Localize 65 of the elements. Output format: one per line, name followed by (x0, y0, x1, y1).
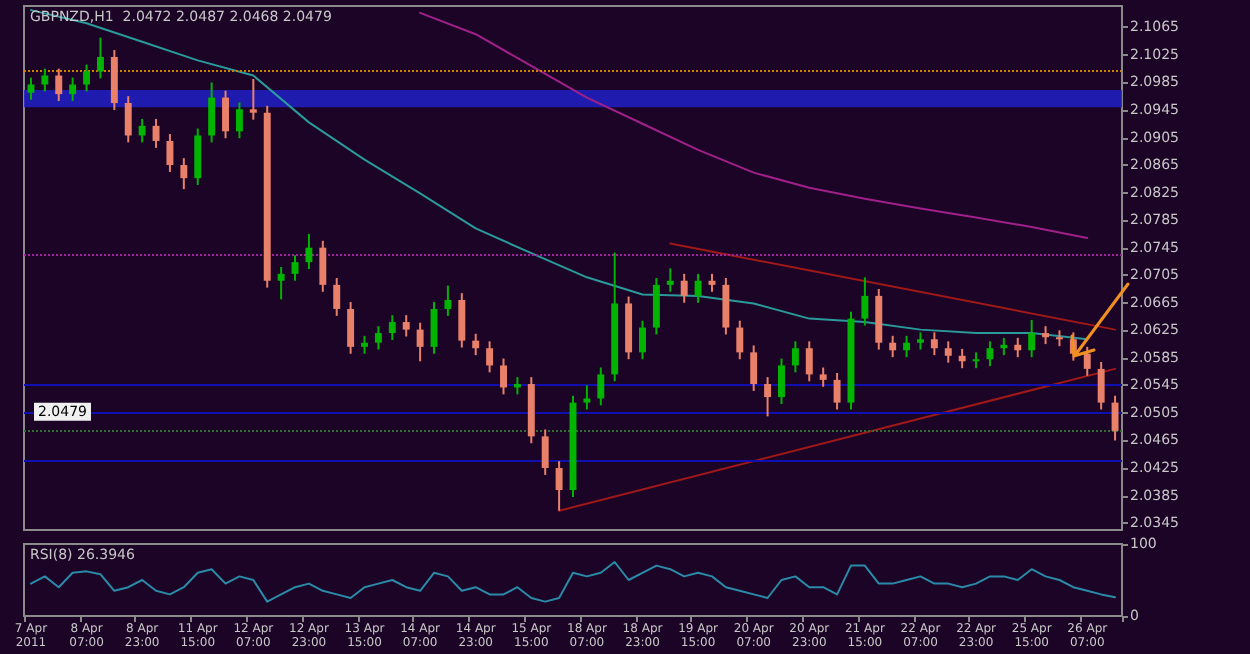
candlestick (291, 254, 299, 282)
candlestick (861, 276, 869, 327)
candlestick (138, 117, 146, 144)
candlestick (347, 301, 355, 355)
candlestick (889, 334, 897, 359)
candlestick (41, 67, 49, 93)
candlestick (694, 272, 702, 304)
candlestick (486, 340, 494, 374)
candlestick (500, 357, 507, 396)
candlestick (597, 366, 605, 407)
candlestick (555, 460, 563, 512)
candlestick (666, 267, 674, 293)
candlestick (249, 77, 257, 121)
candlestick (639, 319, 646, 361)
candlestick (194, 127, 202, 187)
candlestick (472, 332, 480, 357)
candlestick (416, 321, 424, 363)
candlestick (819, 366, 827, 388)
candlestick (722, 276, 730, 336)
candlestick (166, 133, 174, 173)
candlestick (680, 272, 688, 304)
candlestick (652, 276, 660, 336)
candlestick (764, 376, 772, 418)
candlestick (319, 239, 327, 293)
candlestick (96, 36, 104, 80)
candlestick (958, 347, 966, 370)
line-series (29, 561, 1117, 603)
candlestick (930, 331, 938, 357)
candlestick (805, 340, 813, 383)
candlestick (944, 340, 952, 364)
candlestick (222, 89, 230, 140)
candlestick (444, 284, 452, 317)
candlestick (750, 344, 758, 392)
candlestick (124, 95, 132, 144)
candlestick (583, 384, 591, 411)
candlestick (305, 232, 313, 271)
candlestick (736, 319, 744, 361)
candlestick (1028, 318, 1036, 359)
candlestick (778, 357, 785, 405)
candlestick (388, 314, 396, 341)
candlestick (1097, 360, 1105, 411)
candlestick (208, 81, 216, 144)
candlestick (277, 265, 285, 301)
candlestick (833, 372, 841, 411)
candlestick (27, 76, 35, 101)
candlestick (791, 340, 799, 374)
candlestick (152, 117, 160, 149)
candlestick (903, 334, 911, 359)
candlestick (333, 276, 341, 317)
candlestick (55, 67, 63, 103)
candlestick (235, 101, 243, 140)
candlestick (875, 288, 883, 351)
candlestick (541, 428, 549, 476)
candlestick (83, 63, 91, 93)
candlestick (110, 49, 118, 111)
candlestick (986, 340, 994, 368)
candlestick (374, 325, 382, 351)
candlestick (402, 314, 410, 338)
line-series (419, 11, 1089, 240)
candlestick (1083, 345, 1091, 377)
candlestick (458, 292, 466, 349)
candlestick (180, 157, 188, 191)
candlestick (1111, 394, 1119, 442)
candlestick (69, 76, 77, 103)
candlestick (1014, 336, 1022, 359)
